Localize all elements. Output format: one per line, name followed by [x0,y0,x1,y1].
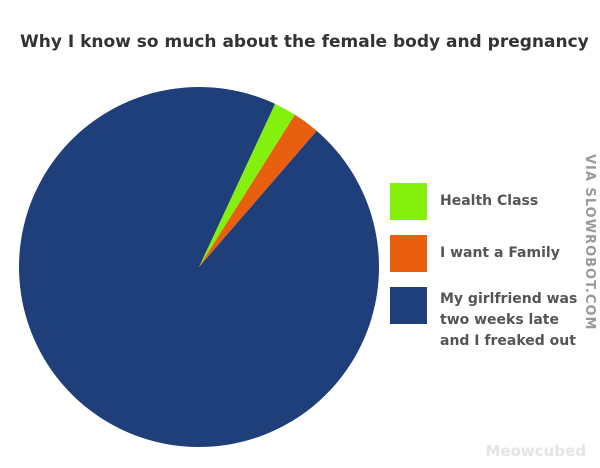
chart-title: Why I know so much about the female body… [20,32,589,52]
legend-label: I want a Family [440,245,560,261]
pie-slice [199,103,295,268]
legend-label: Health Class [440,193,539,209]
legend-item: My girlfriend was two weeks late and I f… [390,287,580,352]
legend-label: My girlfriend was two weeks late and I f… [440,291,578,349]
legend-item: Health Class [390,183,580,220]
legend-swatch [390,287,427,324]
legend-swatch [390,235,427,272]
pie-slice [199,114,317,267]
legend-item: I want a Family [390,235,580,272]
pie-slice [19,86,380,447]
credit: Meowcubed [485,442,586,460]
legend-swatch [390,183,427,220]
watermark: VIA SLOWROBOT.COM [582,154,597,331]
